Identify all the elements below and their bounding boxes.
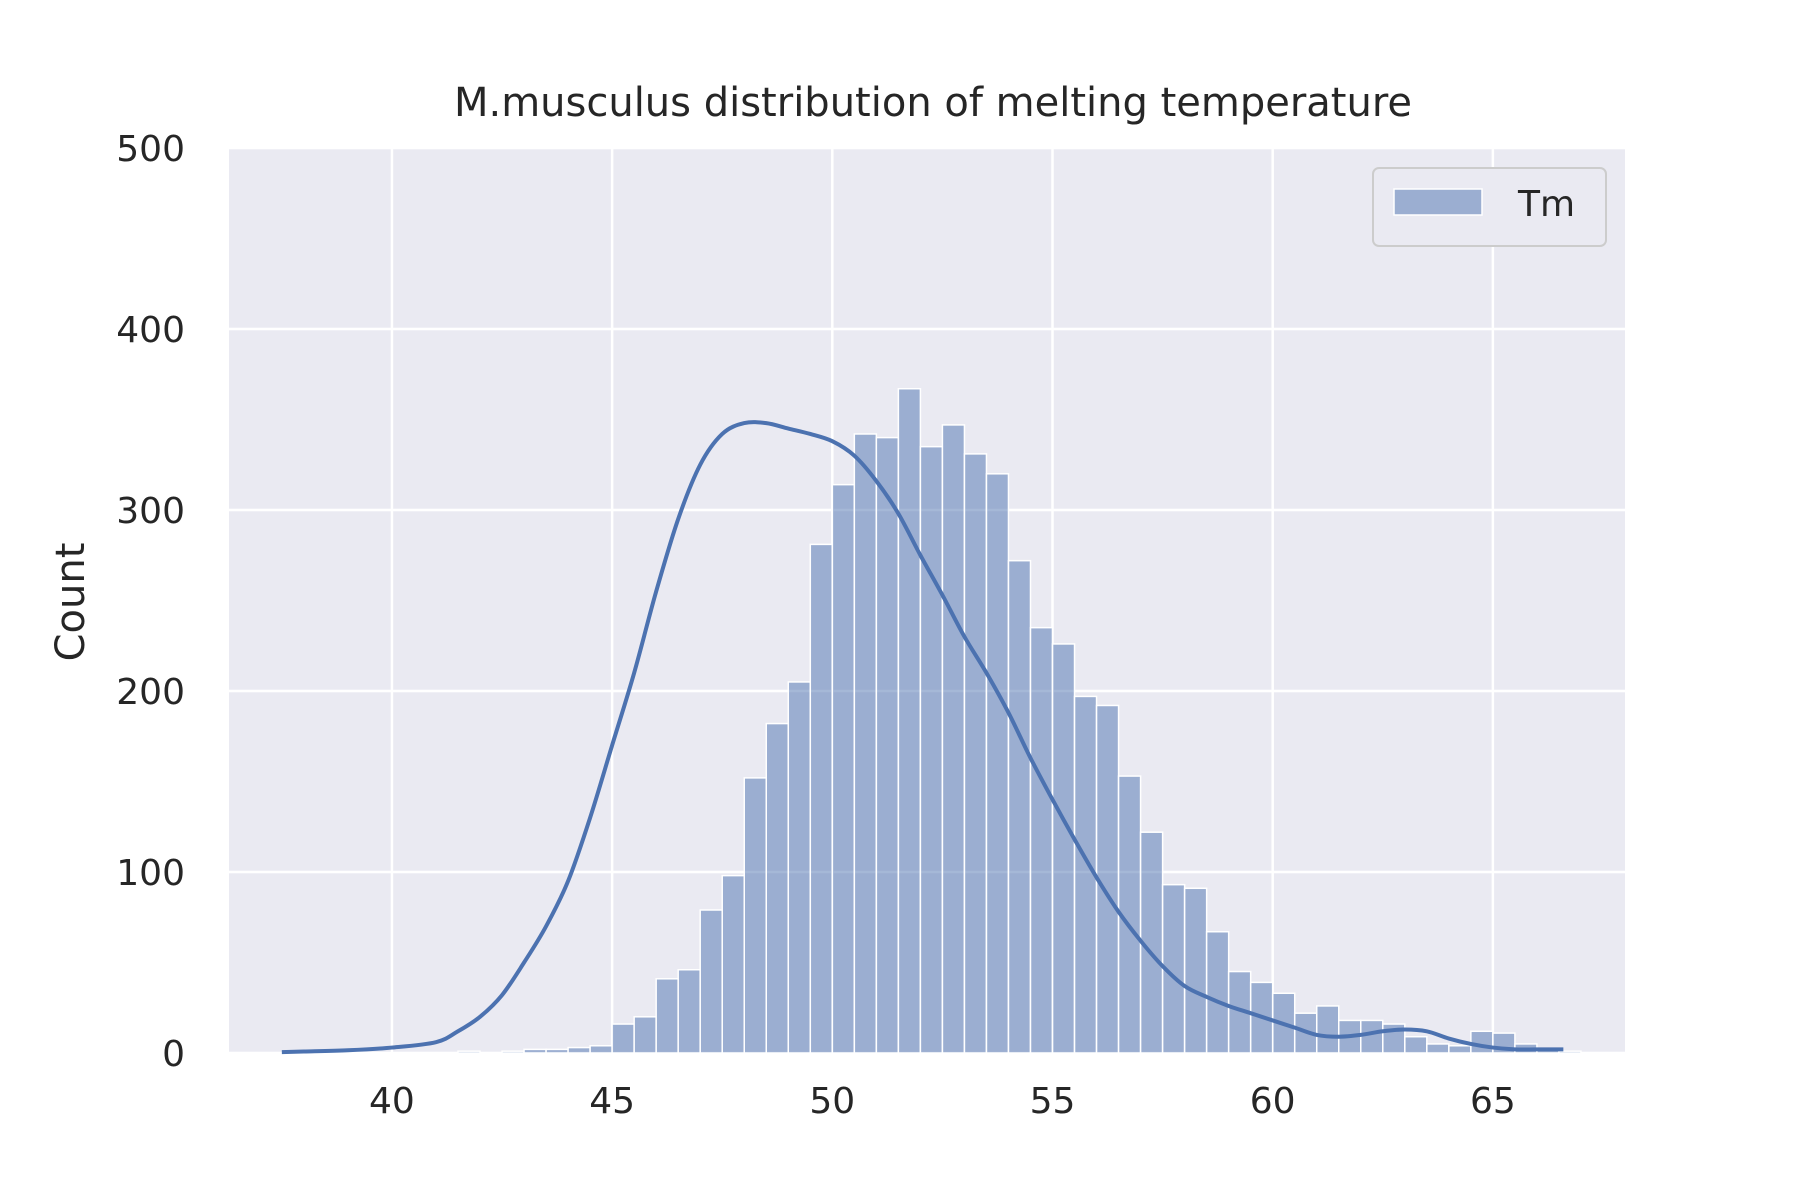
histogram-bar bbox=[545, 1048, 569, 1054]
histogram-bar bbox=[1470, 1030, 1494, 1054]
histogram-bar bbox=[919, 445, 944, 1054]
x-tick-label: 45 bbox=[589, 1081, 635, 1122]
histogram-bar bbox=[633, 1016, 657, 1054]
histogram-bar bbox=[787, 681, 812, 1054]
histogram-bar bbox=[743, 777, 768, 1054]
y-tick-label: 500 bbox=[116, 129, 185, 170]
histogram-bar bbox=[611, 1023, 635, 1054]
histogram-bar bbox=[1051, 643, 1076, 1054]
histogram-bar bbox=[765, 722, 790, 1054]
histogram-bar bbox=[941, 424, 966, 1054]
x-tick-label: 40 bbox=[369, 1081, 415, 1122]
histogram-bar bbox=[985, 473, 1010, 1054]
histogram-bar bbox=[1404, 1035, 1428, 1054]
histogram-bar bbox=[677, 968, 701, 1054]
histogram-bar bbox=[501, 1050, 525, 1054]
histogram-bar bbox=[809, 543, 834, 1054]
histogram-bar bbox=[1183, 887, 1208, 1054]
x-tick-label: 65 bbox=[1470, 1081, 1516, 1122]
y-tick-label: 0 bbox=[162, 1034, 185, 1075]
histogram-bar bbox=[1448, 1045, 1472, 1054]
x-tick-label: 60 bbox=[1250, 1081, 1296, 1122]
histogram-bar bbox=[589, 1045, 613, 1054]
kde-curve bbox=[281, 420, 1564, 1055]
histogram-bars bbox=[457, 387, 1582, 1054]
histogram-bar bbox=[1007, 559, 1032, 1054]
histogram-bar bbox=[457, 1050, 481, 1054]
histogram-bar bbox=[875, 436, 900, 1054]
y-tick-label: 300 bbox=[116, 491, 185, 532]
histogram-bar bbox=[523, 1048, 547, 1054]
histogram-bar bbox=[1315, 1005, 1340, 1054]
legend-swatch bbox=[1393, 188, 1483, 216]
x-axis-ticks: 40 45 50 55 60 65 bbox=[369, 1081, 1516, 1122]
histogram-bar bbox=[1205, 930, 1230, 1054]
x-tick-label: 50 bbox=[809, 1081, 855, 1122]
legend-label-tm: Tm bbox=[1517, 184, 1575, 225]
histogram-bar bbox=[699, 909, 723, 1054]
histogram-bar bbox=[721, 874, 745, 1054]
histogram-bar bbox=[897, 387, 922, 1054]
chart-title: M.musculus distribution of melting tempe… bbox=[454, 80, 1412, 126]
y-axis-label: Count bbox=[48, 543, 94, 662]
legend-frame bbox=[1372, 167, 1607, 247]
histogram-bar bbox=[567, 1046, 591, 1054]
histogram-bar bbox=[1426, 1043, 1450, 1054]
y-tick-label: 100 bbox=[116, 853, 185, 894]
legend: Tm bbox=[1372, 167, 1607, 247]
histogram-bar bbox=[1360, 1019, 1384, 1054]
y-axis-ticks: 0 100 200 300 400 500 bbox=[116, 129, 185, 1075]
histogram-bar bbox=[853, 433, 878, 1054]
y-tick-label: 200 bbox=[116, 672, 185, 713]
x-tick-label: 55 bbox=[1030, 1081, 1076, 1122]
histogram-bar bbox=[1029, 626, 1054, 1054]
histogram-bar bbox=[831, 483, 856, 1054]
y-tick-label: 400 bbox=[116, 310, 185, 351]
histogram-bar bbox=[963, 453, 988, 1054]
histogram-bar bbox=[655, 978, 679, 1054]
histogram-bar bbox=[1558, 1050, 1582, 1054]
